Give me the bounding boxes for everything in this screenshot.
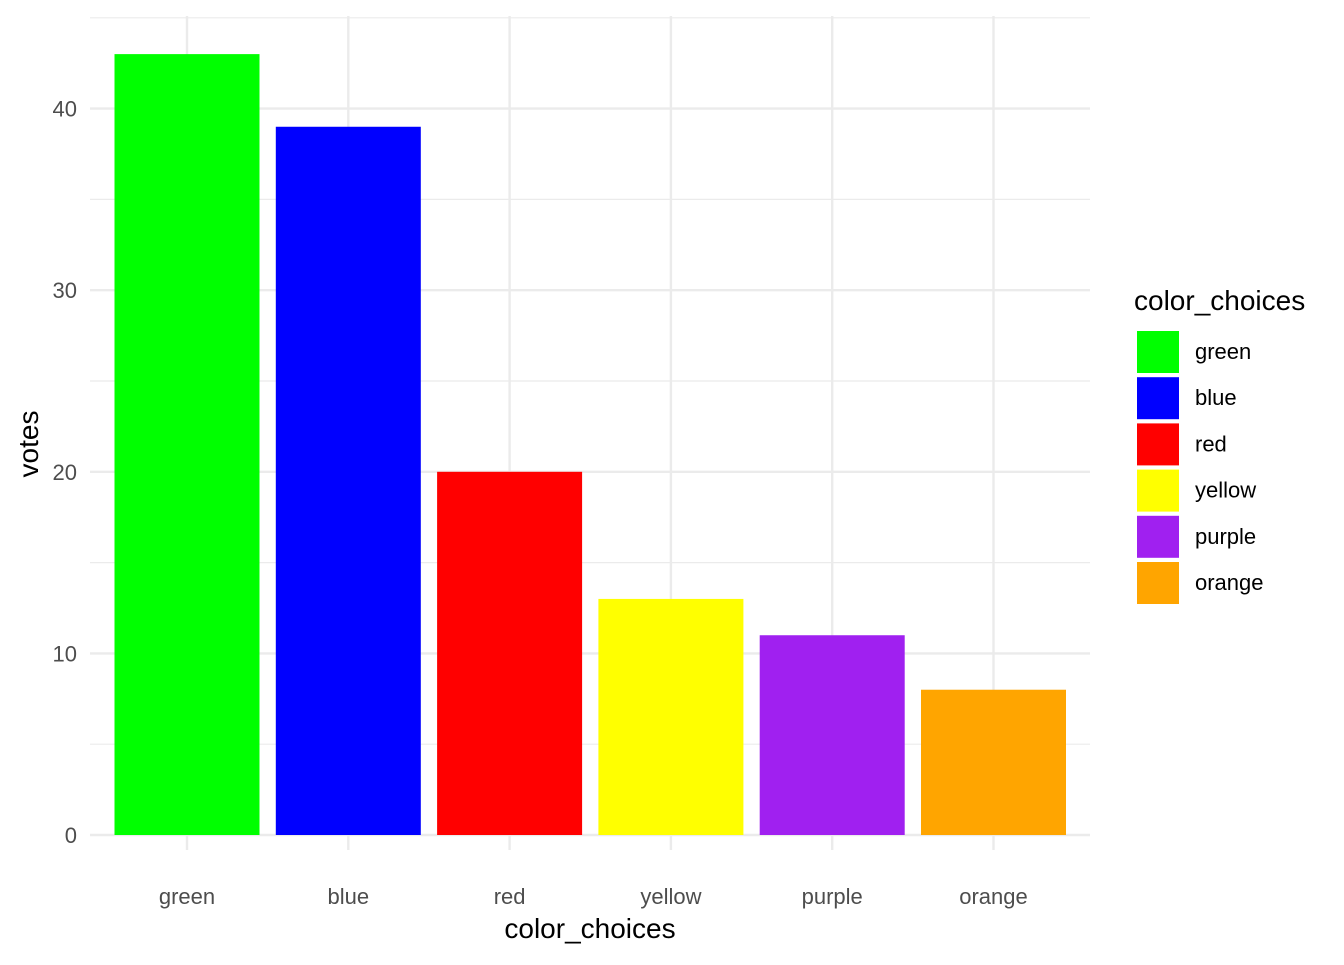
bar-purple xyxy=(759,635,905,835)
legend-title: color_choices xyxy=(1134,285,1305,316)
y-tick-label: 10 xyxy=(53,641,77,666)
legend-swatch-yellow xyxy=(1137,469,1179,512)
legend-label: yellow xyxy=(1195,478,1256,503)
bar-green xyxy=(114,54,260,836)
legend-swatch-blue xyxy=(1137,377,1179,420)
legend-swatch-green xyxy=(1137,331,1179,373)
x-tick-label: yellow xyxy=(640,884,701,909)
x-axis-title: color_choices xyxy=(504,913,675,944)
bar-orange xyxy=(921,689,1066,835)
legend-label: green xyxy=(1195,339,1251,364)
x-tick-label: green xyxy=(159,884,215,909)
x-tick-label: blue xyxy=(328,884,370,909)
legend-swatch-red xyxy=(1137,423,1179,466)
y-tick-label: 20 xyxy=(53,460,77,485)
x-tick-label: orange xyxy=(959,884,1028,909)
y-axis: 0 10 20 30 40 xyxy=(53,97,77,848)
legend-swatch-purple xyxy=(1137,515,1179,558)
legend-label: purple xyxy=(1195,524,1256,549)
legend: color_choices green blue red yellow purple or… xyxy=(1134,285,1305,604)
x-tick-label: red xyxy=(494,884,526,909)
legend-label: orange xyxy=(1195,570,1264,595)
legend-swatch-orange xyxy=(1137,562,1179,604)
y-tick-label: 30 xyxy=(53,278,77,303)
legend-label: red xyxy=(1195,431,1227,456)
y-axis-title: votes xyxy=(13,411,44,478)
bar-yellow xyxy=(598,598,744,835)
bar-blue xyxy=(275,126,421,835)
y-tick-label: 0 xyxy=(65,823,77,848)
y-tick-label: 40 xyxy=(53,97,77,122)
bars xyxy=(114,54,1066,836)
x-tick-label: purple xyxy=(802,884,863,909)
bar-red xyxy=(437,471,583,835)
x-axis: green blue red yellow purple orange xyxy=(159,884,1028,909)
legend-label: blue xyxy=(1195,385,1237,410)
